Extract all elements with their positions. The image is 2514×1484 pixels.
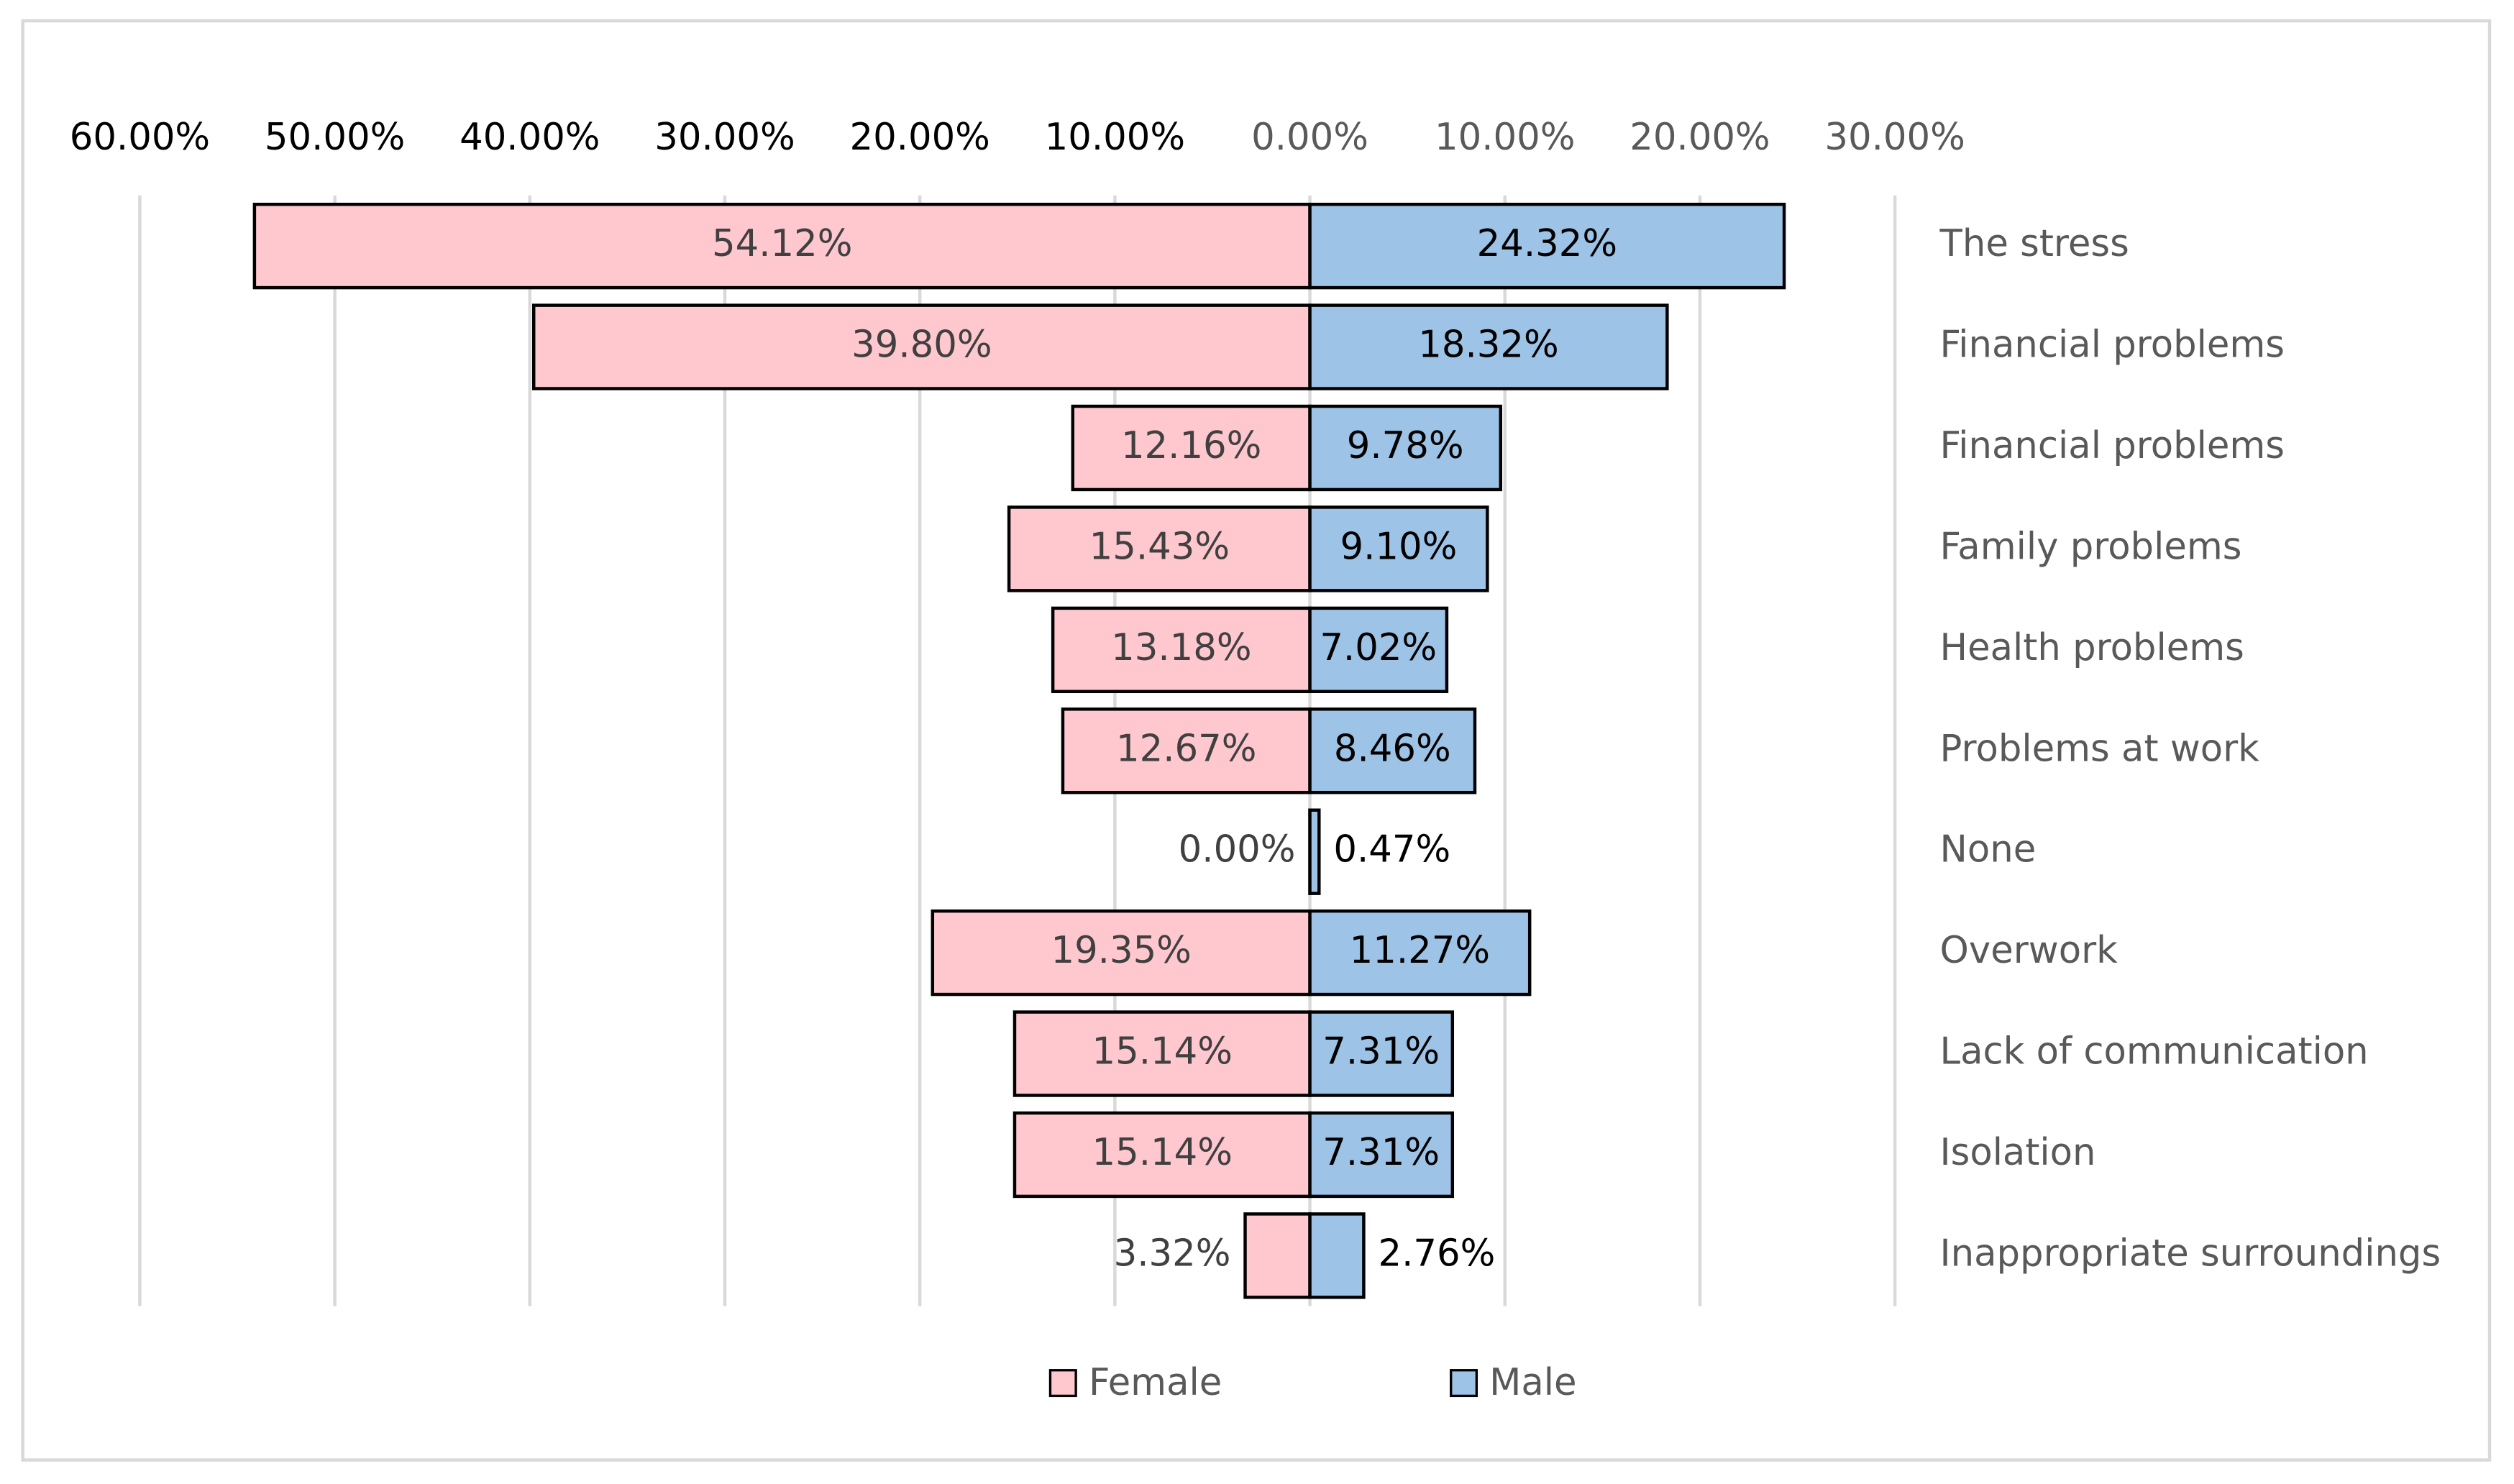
x-tick-label: 0.00% xyxy=(1251,116,1368,159)
x-tick-label: 10.00% xyxy=(1045,116,1185,159)
legend-swatch xyxy=(1450,1369,1478,1398)
legend-label: Female xyxy=(1089,1361,1222,1404)
x-tick-label: 20.00% xyxy=(849,116,989,159)
value-label: 15.14% xyxy=(1092,1131,1233,1174)
bar xyxy=(1243,1212,1312,1299)
value-label: 7.31% xyxy=(1322,1131,1440,1174)
bar xyxy=(1308,404,1503,492)
bar xyxy=(1308,202,1786,290)
bar xyxy=(1061,707,1312,794)
bar xyxy=(531,303,1312,390)
value-label: 15.43% xyxy=(1089,525,1230,568)
value-label: 9.78% xyxy=(1347,424,1464,467)
value-label: 39.80% xyxy=(851,324,992,367)
category-label: Overwork xyxy=(1940,929,2118,972)
x-tick-label: 40.00% xyxy=(460,116,600,159)
value-label: 12.16% xyxy=(1121,424,1261,467)
value-label: 13.18% xyxy=(1111,626,1251,669)
x-tick-label: 20.00% xyxy=(1629,116,1770,159)
value-label: 24.32% xyxy=(1477,222,1617,265)
category-label: Isolation xyxy=(1940,1131,2096,1174)
bar xyxy=(1071,404,1312,492)
category-label: Financial problems xyxy=(1940,424,2285,467)
bar xyxy=(1007,505,1312,592)
value-label: 8.46% xyxy=(1334,727,1451,770)
value-label: 9.10% xyxy=(1340,525,1458,568)
x-tick-label: 10.00% xyxy=(1435,116,1575,159)
bar xyxy=(1051,606,1312,694)
value-label: 0.00% xyxy=(1179,828,1296,871)
x-tick-label: 30.00% xyxy=(654,116,795,159)
value-label: 2.76% xyxy=(1378,1232,1495,1275)
bar xyxy=(1308,909,1532,997)
value-label: 54.12% xyxy=(712,222,852,265)
value-label: 11.27% xyxy=(1350,929,1490,972)
bar xyxy=(931,909,1312,997)
value-label: 18.32% xyxy=(1418,324,1558,367)
value-label: 12.67% xyxy=(1116,727,1256,770)
legend-label: Male xyxy=(1489,1361,1576,1404)
category-label: Lack of communication xyxy=(1940,1030,2369,1073)
bar xyxy=(1308,505,1489,592)
value-label: 7.02% xyxy=(1320,626,1437,669)
bar xyxy=(1308,1111,1455,1199)
x-tick-label: 60.00% xyxy=(70,116,210,159)
bar xyxy=(1308,1010,1455,1097)
value-label: 7.31% xyxy=(1322,1030,1440,1073)
bar xyxy=(1308,303,1669,390)
bar xyxy=(1308,707,1477,794)
value-label: 19.35% xyxy=(1051,929,1191,972)
category-label: Health problems xyxy=(1940,626,2244,669)
category-label: Problems at work xyxy=(1940,727,2260,770)
category-label: The stress xyxy=(1939,222,2129,265)
value-label: 3.32% xyxy=(1114,1232,1231,1275)
x-tick-label: 50.00% xyxy=(265,116,405,159)
category-label: None xyxy=(1940,828,2037,871)
bar xyxy=(252,202,1312,290)
bar xyxy=(1308,606,1449,694)
x-tick-label: 30.00% xyxy=(1824,116,1965,159)
category-label: Family problems xyxy=(1940,525,2242,568)
bar xyxy=(1308,808,1321,895)
category-label: Financial problems xyxy=(1940,324,2285,367)
legend-swatch xyxy=(1048,1369,1077,1398)
value-label: 15.14% xyxy=(1092,1030,1233,1073)
bar xyxy=(1308,1212,1366,1299)
value-label: 0.47% xyxy=(1333,828,1450,871)
category-label: Inappropriate surroundings xyxy=(1940,1232,2441,1275)
bar xyxy=(1013,1010,1312,1097)
